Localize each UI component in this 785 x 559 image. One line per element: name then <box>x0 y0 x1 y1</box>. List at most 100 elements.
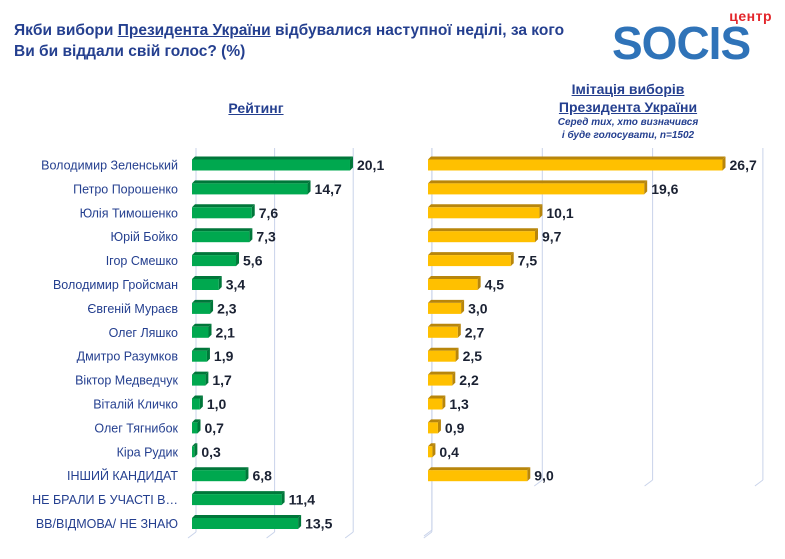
rating-value-label: 1,9 <box>214 348 234 364</box>
rating-bar <box>192 494 282 506</box>
imitation-value-label: 9,7 <box>542 229 562 245</box>
rating-value-label: 1,7 <box>212 372 232 388</box>
imitation-value-label: 1,3 <box>449 396 469 412</box>
imitation-bar-top <box>428 323 461 327</box>
imitation-bar-side <box>534 228 538 243</box>
imitation-bar <box>428 207 540 219</box>
category-label: Володимир Гройсман <box>53 278 178 292</box>
rating-bar-top <box>192 467 249 471</box>
imitation-bar-side <box>457 323 461 338</box>
imitation-bar-top <box>428 204 543 208</box>
category-label: НЕ БРАЛИ Б УЧАСТІ В… <box>32 493 178 507</box>
rating-bar-top <box>192 204 255 208</box>
imitation-bar <box>428 350 456 362</box>
rating-bar-top <box>192 299 214 303</box>
rating-value-label: 2,1 <box>216 324 236 340</box>
rating-bar <box>192 279 219 290</box>
rating-bar <box>192 470 246 482</box>
rating-bar-top <box>192 515 302 518</box>
rating-bar-top <box>192 323 212 327</box>
imitation-gridline-floor <box>754 479 764 487</box>
rating-bar <box>192 159 350 171</box>
imitation-bar <box>428 231 535 243</box>
imitation-bar <box>428 446 433 458</box>
imitation-value-label: 2,7 <box>465 324 485 340</box>
rating-bar <box>192 207 252 219</box>
rating-value-label: 0,3 <box>201 444 221 460</box>
imitation-bar <box>428 279 478 290</box>
rating-bar <box>192 422 198 434</box>
imitation-bar-side <box>644 180 648 195</box>
title-part2: відбувалися наступної неділі, за кого Ви… <box>14 22 565 60</box>
rating-bar <box>192 446 195 458</box>
imitation-gridline-floor <box>533 479 543 487</box>
imitation-chart-header: Імітація виборів Президента України Сере… <box>520 80 736 142</box>
category-label: Юрій Бойко <box>110 230 178 244</box>
rating-bar-side <box>218 276 222 290</box>
category-label: Віталій Кличко <box>93 398 178 412</box>
imitation-bar-top <box>428 228 538 232</box>
imitation-bar <box>428 398 443 410</box>
rating-value-label: 13,5 <box>305 516 332 532</box>
rating-bar <box>192 255 237 267</box>
imitation-value-label: 4,5 <box>485 277 505 293</box>
rating-bar <box>192 326 209 338</box>
category-label: Юлія Тимошенко <box>80 206 178 220</box>
rating-value-label: 7,3 <box>256 229 276 245</box>
category-label: Петро Порошенко <box>73 182 178 196</box>
imitation-bar-side <box>527 467 531 482</box>
rating-bar-side <box>281 491 285 506</box>
rating-bar-side <box>251 204 255 219</box>
rating-bar-side <box>245 467 249 482</box>
rating-chart-title: Рейтинг <box>228 100 284 116</box>
imitation-bar-top <box>428 276 481 279</box>
rating-bar-side <box>197 419 201 434</box>
rating-value-label: 2,3 <box>217 300 237 316</box>
imitation-bar-top <box>428 443 436 447</box>
imitation-bar-side <box>510 252 514 267</box>
rating-bar <box>192 183 308 195</box>
rating-bar-side <box>210 299 214 314</box>
imitation-bar-side <box>477 276 481 290</box>
imitation-bar <box>428 422 438 434</box>
category-label: Володимир Зеленський <box>41 159 178 173</box>
imitation-bar-side <box>455 347 459 362</box>
rating-gridline-floor <box>187 531 197 539</box>
imitation-bar-side <box>722 156 726 171</box>
category-label: Віктор Медведчук <box>75 374 178 388</box>
imitation-bar-top <box>428 347 459 351</box>
imitation-bar-top <box>428 419 441 423</box>
imitation-bar-top <box>428 371 456 375</box>
rating-bar <box>192 350 207 362</box>
category-label: ІНШИЙ КАНДИДАТ <box>67 468 178 483</box>
rating-bar-side <box>208 323 212 338</box>
imitation-bar-side <box>437 419 441 434</box>
rating-bar <box>192 231 250 243</box>
rating-gridline-floor <box>266 531 275 539</box>
rating-bar-side <box>199 395 203 410</box>
rating-bar <box>192 518 299 529</box>
imitation-value-label: 0,4 <box>439 444 459 460</box>
imitation-bar-side <box>539 204 543 219</box>
rating-bar-side <box>349 156 353 171</box>
rating-gridline-floor <box>344 531 354 539</box>
imitation-bar <box>428 470 528 482</box>
imitation-title-line1: Імітація виборів <box>571 81 685 97</box>
category-label: ВВ/ВІДМОВА/ НЕ ЗНАЮ <box>36 517 179 531</box>
category-label: Олег Ляшко <box>109 326 178 340</box>
imitation-subtitle-line1: Серед тих, хто визначився <box>557 117 699 128</box>
imitation-value-label: 19,6 <box>651 181 678 197</box>
imitation-gridline-floor <box>423 529 433 537</box>
rating-bar-top <box>192 156 353 160</box>
imitation-bar-top <box>428 252 514 256</box>
imitation-bar-top <box>428 180 648 184</box>
rating-bar-top <box>192 443 198 447</box>
imitation-bar-side <box>461 299 465 314</box>
imitation-title-line2: Президента України <box>558 99 698 115</box>
rating-bar-top <box>192 276 222 279</box>
rating-value-label: 20,1 <box>357 157 384 173</box>
imitation-bar <box>428 326 458 338</box>
imitation-bar <box>428 374 453 386</box>
imitation-value-label: 26,7 <box>730 157 757 173</box>
